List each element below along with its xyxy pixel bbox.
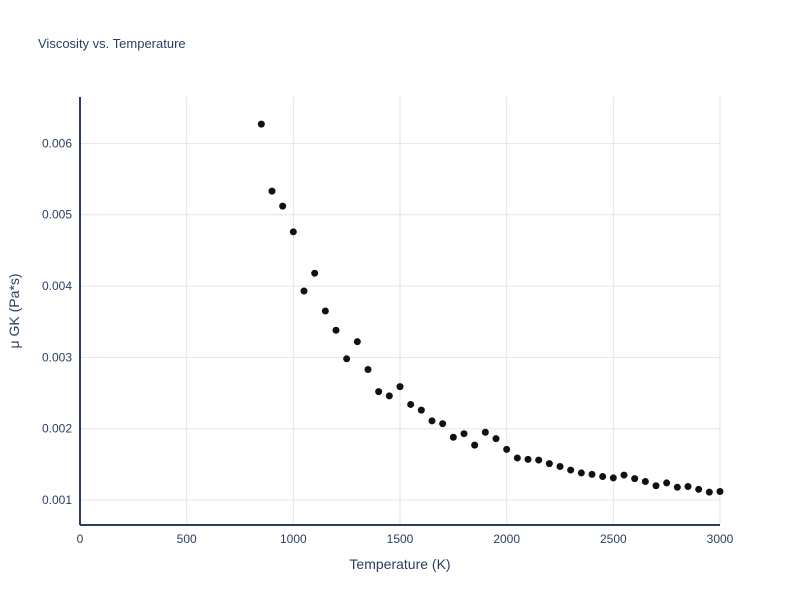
chart-title: Viscosity vs. Temperature [38, 36, 186, 51]
data-point [556, 463, 564, 471]
data-point [545, 460, 553, 468]
data-point [513, 454, 521, 462]
data-point [631, 475, 639, 483]
x-tick-label: 1500 [387, 532, 414, 546]
y-tick-label: 0.002 [42, 422, 72, 436]
y-tick-label: 0.001 [42, 493, 72, 507]
data-point [481, 428, 489, 436]
data-point [439, 420, 447, 428]
data-point [567, 466, 575, 474]
data-point [385, 392, 393, 400]
data-point [609, 474, 617, 482]
y-tick-label: 0.003 [42, 350, 72, 364]
data-point [279, 202, 287, 210]
data-point [396, 383, 404, 391]
x-tick-label: 1000 [280, 532, 307, 546]
data-point [428, 417, 436, 425]
data-point [577, 469, 585, 477]
data-point [588, 470, 596, 478]
data-point [695, 485, 703, 493]
data-point [716, 487, 724, 495]
data-point [321, 307, 329, 315]
data-point [257, 120, 265, 128]
data-point [353, 338, 361, 346]
data-point [268, 187, 276, 195]
data-point [364, 365, 372, 373]
x-tick-label: 2000 [493, 532, 520, 546]
x-axis-label: Temperature (K) [349, 556, 451, 572]
data-point [535, 456, 543, 464]
data-point [620, 471, 628, 479]
data-point [599, 472, 607, 480]
data-point [332, 326, 340, 334]
y-tick-label: 0.004 [42, 279, 72, 293]
x-tick-label: 2500 [600, 532, 627, 546]
data-point [311, 269, 319, 277]
data-point [471, 441, 479, 449]
x-tick-label: 0 [77, 532, 84, 546]
data-point [641, 477, 649, 485]
data-point [503, 445, 511, 453]
data-point [417, 406, 425, 414]
data-point [375, 388, 383, 396]
data-point [407, 400, 415, 408]
y-tick-label: 0.006 [42, 136, 72, 150]
data-point [652, 482, 660, 490]
data-point [300, 287, 308, 295]
data-point [449, 433, 457, 441]
data-point [460, 430, 468, 438]
data-point [663, 479, 671, 487]
x-tick-label: 500 [177, 532, 197, 546]
data-point [289, 228, 297, 236]
data-point [343, 355, 351, 363]
data-point [524, 455, 532, 463]
data-point [705, 488, 713, 496]
data-point [673, 483, 681, 491]
data-point [684, 482, 692, 490]
x-tick-label: 3000 [707, 532, 734, 546]
data-point [492, 435, 500, 443]
y-tick-label: 0.005 [42, 208, 72, 222]
